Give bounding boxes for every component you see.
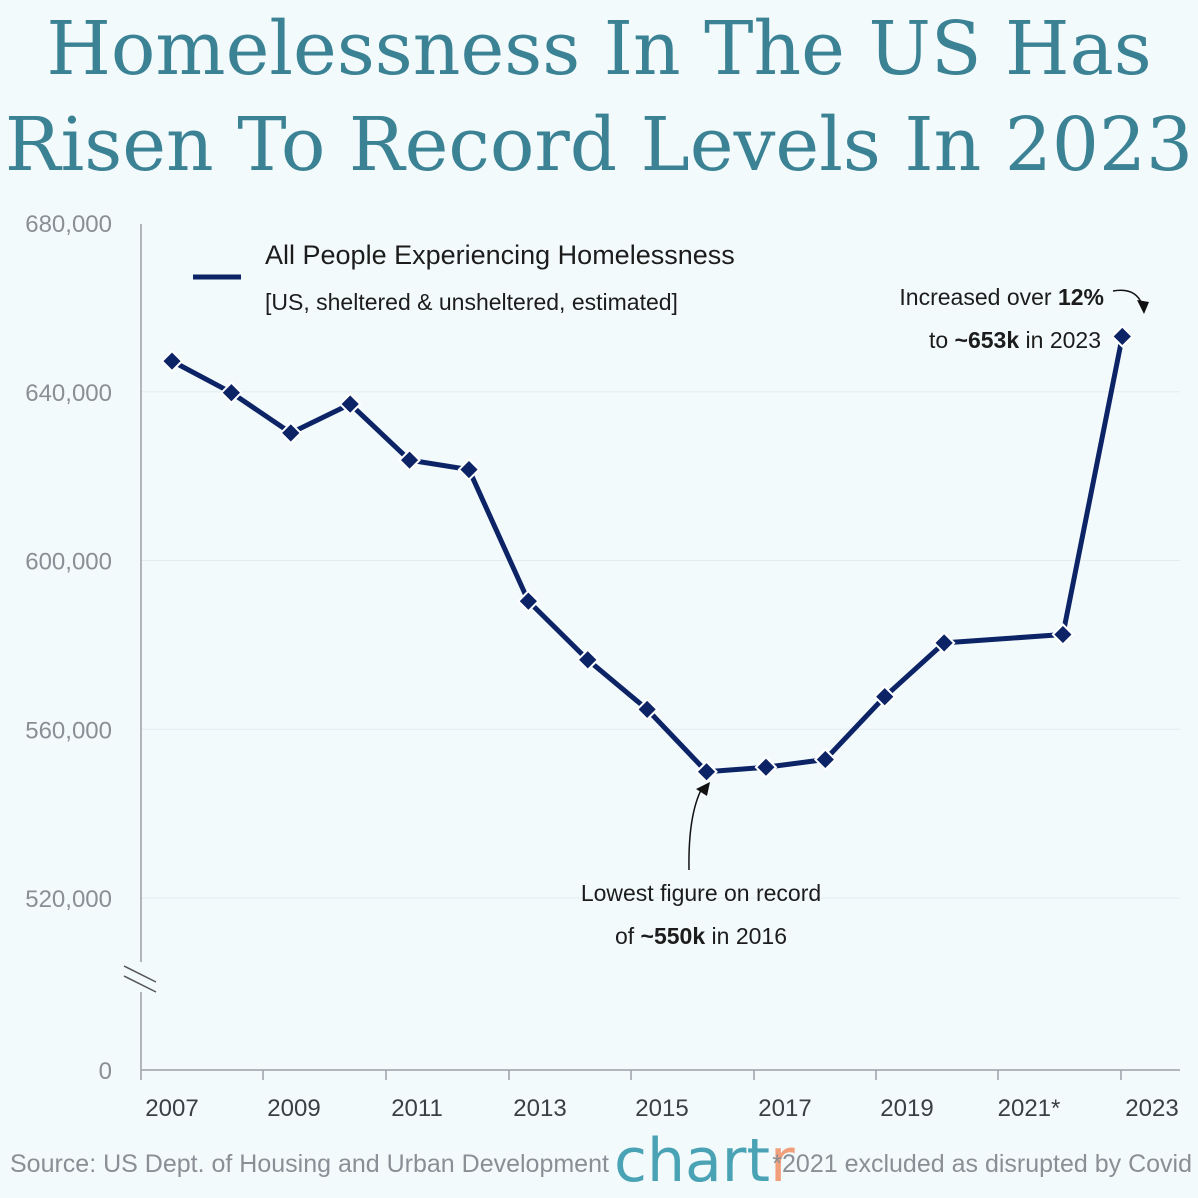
- data-point-marker: [219, 381, 243, 405]
- brand-logo: chartr: [614, 1126, 795, 1196]
- x-tick-label: 2013: [513, 1095, 566, 1122]
- source-text: Source: US Dept. of Housing and Urban De…: [10, 1150, 609, 1178]
- y-tick-label: 0: [99, 1058, 112, 1085]
- y-tick-label: 560,000: [25, 717, 112, 744]
- title-line-1: Homelessness In The US Has: [46, 6, 1152, 92]
- gridlines: [141, 391, 1180, 899]
- brand-main: chart: [614, 1126, 770, 1196]
- y-axis-ticks: 680,000 640,000 600,000 560,000 520,000 0: [25, 211, 112, 1085]
- x-tick-label: 2023: [1125, 1095, 1178, 1122]
- x-tick-label: 2017: [758, 1095, 811, 1122]
- x-axis-ticks: 2007 2009 2011 2013 2015 2017 2019 2021* 2023: [140, 1070, 1179, 1122]
- x-tick-label: 2009: [267, 1095, 320, 1122]
- x-tick-label: 2019: [880, 1095, 933, 1122]
- x-tick-label: 2011: [391, 1095, 443, 1122]
- y-tick-label: 520,000: [25, 886, 112, 913]
- annotation-peak-arrowhead: [1137, 300, 1149, 314]
- annotation-peak-arrow: [1112, 289, 1143, 305]
- legend-sublabel: [US, sheltered & unsheltered, estimated]: [265, 289, 678, 315]
- data-point-marker: [457, 458, 481, 481]
- annotation-peak-line2: to ~653k in 2023: [929, 327, 1101, 353]
- footer: Source: US Dept. of Housing and Urban De…: [0, 1126, 1198, 1196]
- y-tick-label: 600,000: [25, 549, 112, 576]
- axis-break-mark: [123, 962, 157, 993]
- legend: All People Experiencing Homelessness [US…: [193, 240, 735, 315]
- annotation-low-line2: of ~550k in 2016: [615, 923, 787, 949]
- data-point-marker: [279, 421, 303, 445]
- y-tick-label: 640,000: [25, 380, 112, 407]
- data-point-marker: [516, 589, 540, 613]
- data-point-marker: [398, 448, 421, 472]
- data-point-marker: [813, 748, 837, 771]
- annotation-peak-line1: Increased over 12%: [899, 284, 1104, 310]
- x-tick-label: 2021*: [998, 1095, 1061, 1122]
- data-point-marker: [695, 760, 718, 784]
- series-line: [170, 335, 1125, 775]
- y-tick-label: 680,000: [25, 211, 112, 238]
- data-point-marker: [932, 631, 956, 655]
- legend-label: All People Experiencing Homelessness: [265, 240, 735, 270]
- title-line-2: Risen To Record Levels In 2023: [4, 102, 1194, 188]
- data-point-marker: [635, 697, 659, 721]
- annotation-peak: Increased over 12% to ~653k in 2023: [899, 284, 1149, 353]
- data-point-marker: [754, 755, 778, 779]
- annotation-low-arrowhead: [696, 782, 710, 796]
- data-point-marker: [160, 349, 184, 373]
- data-point-marker: [576, 648, 600, 672]
- data-point-marker: [1051, 623, 1075, 646]
- annotation-low-line1: Lowest figure on record: [581, 880, 821, 906]
- annotation-low: Lowest figure on record of ~550k in 2016: [581, 782, 821, 949]
- brand-accent: r: [769, 1126, 795, 1196]
- data-point-marker: [338, 392, 362, 416]
- x-tick-label: 2007: [145, 1095, 198, 1122]
- data-point-marker: [873, 685, 897, 709]
- series-all-people: [160, 325, 1134, 784]
- footnote-text: *2021 excluded as disrupted by Covid: [772, 1150, 1192, 1178]
- x-tick-label: 2015: [635, 1095, 688, 1122]
- data-point-marker: [1110, 325, 1134, 348]
- annotation-low-arrow: [688, 787, 703, 871]
